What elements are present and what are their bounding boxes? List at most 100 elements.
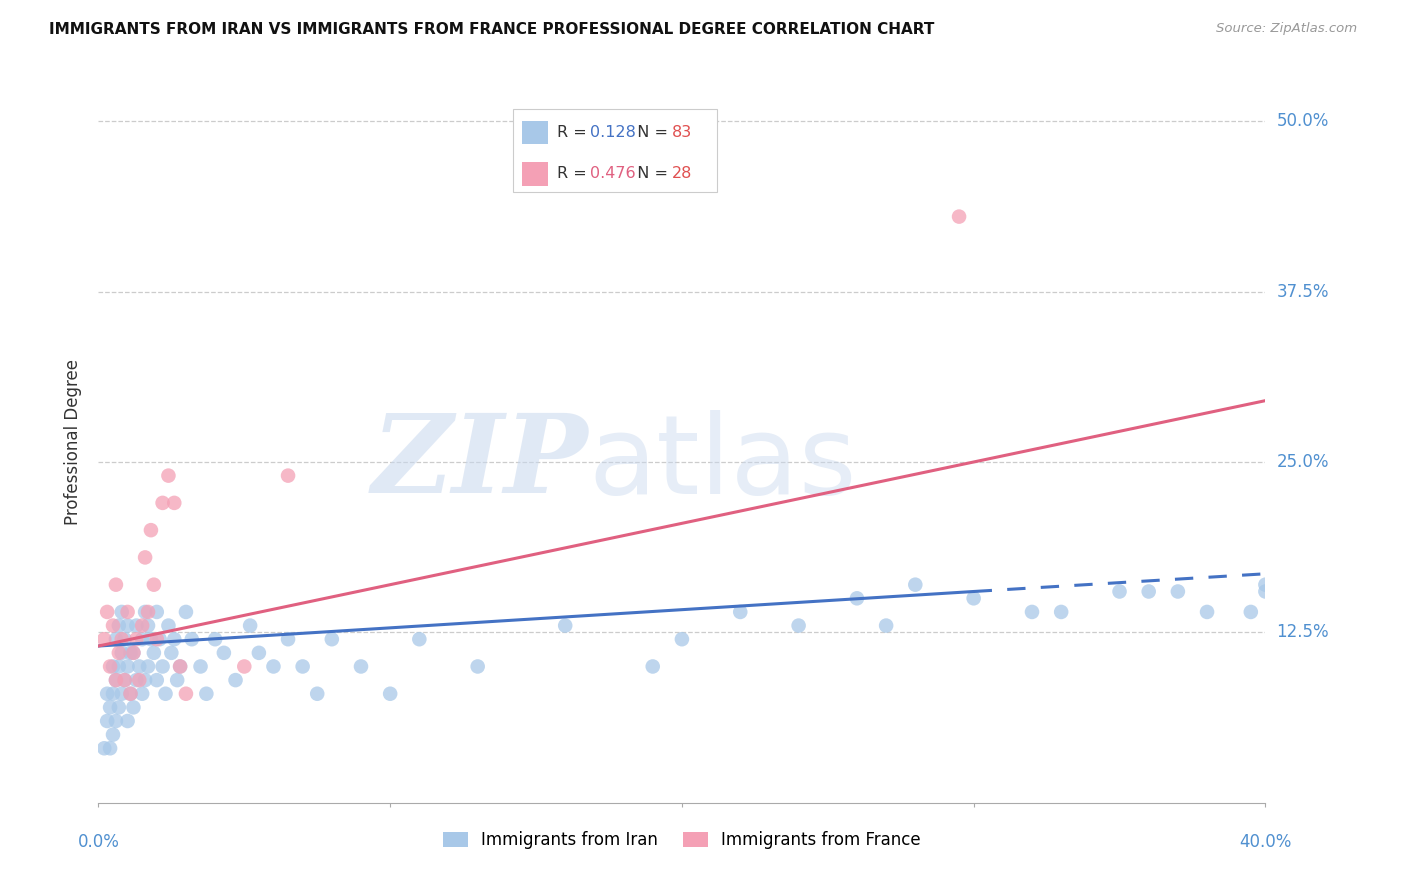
Point bbox=[117, 659, 139, 673]
Point bbox=[122, 700, 145, 714]
Point bbox=[1240, 605, 1263, 619]
Text: 0.476: 0.476 bbox=[589, 167, 636, 181]
Point bbox=[125, 673, 148, 687]
FancyBboxPatch shape bbox=[513, 109, 717, 193]
Text: N =: N = bbox=[627, 125, 673, 140]
Point bbox=[146, 673, 169, 687]
Point bbox=[104, 673, 127, 687]
Point bbox=[131, 618, 153, 632]
Point bbox=[117, 605, 139, 619]
Point bbox=[120, 687, 142, 701]
Point bbox=[117, 714, 139, 728]
Point bbox=[1254, 584, 1277, 599]
Point bbox=[904, 577, 927, 591]
Point bbox=[93, 632, 115, 647]
Point bbox=[104, 577, 127, 591]
Point bbox=[262, 659, 284, 673]
Point bbox=[117, 618, 139, 632]
Point bbox=[101, 618, 124, 632]
Point bbox=[139, 523, 162, 537]
Point bbox=[104, 714, 127, 728]
Point bbox=[277, 468, 299, 483]
Point bbox=[104, 673, 127, 687]
Point bbox=[277, 632, 299, 647]
Point bbox=[142, 646, 165, 660]
Point bbox=[104, 632, 127, 647]
Point bbox=[163, 632, 186, 647]
Text: 83: 83 bbox=[672, 125, 692, 140]
Point bbox=[948, 210, 970, 224]
Point bbox=[962, 591, 984, 606]
Point bbox=[146, 632, 169, 647]
Text: 37.5%: 37.5% bbox=[1277, 283, 1329, 301]
Point bbox=[111, 687, 134, 701]
Point bbox=[554, 618, 576, 632]
Point bbox=[307, 687, 329, 701]
Point bbox=[204, 632, 226, 647]
Point bbox=[1050, 605, 1073, 619]
Point bbox=[846, 591, 869, 606]
Point bbox=[120, 646, 142, 660]
Point bbox=[114, 673, 136, 687]
Point bbox=[98, 700, 121, 714]
Point bbox=[136, 605, 159, 619]
Point bbox=[149, 632, 172, 647]
Point bbox=[166, 673, 188, 687]
Point bbox=[408, 632, 430, 647]
Point bbox=[180, 632, 202, 647]
Point bbox=[152, 496, 174, 510]
Point bbox=[247, 646, 270, 660]
Point bbox=[225, 673, 247, 687]
Point bbox=[1108, 584, 1130, 599]
Point bbox=[98, 659, 121, 673]
Point bbox=[101, 687, 124, 701]
Point bbox=[122, 646, 145, 660]
Text: 0.128: 0.128 bbox=[589, 125, 636, 140]
Point bbox=[114, 673, 136, 687]
Point bbox=[142, 577, 165, 591]
Point bbox=[96, 605, 118, 619]
Point bbox=[291, 659, 314, 673]
Point bbox=[93, 741, 115, 756]
Point bbox=[380, 687, 402, 701]
Point bbox=[1021, 605, 1043, 619]
Point bbox=[108, 618, 131, 632]
Point bbox=[641, 659, 664, 673]
Point bbox=[139, 632, 162, 647]
FancyBboxPatch shape bbox=[522, 121, 548, 144]
Point bbox=[174, 605, 197, 619]
Point bbox=[134, 550, 156, 565]
Point bbox=[108, 659, 131, 673]
Y-axis label: Professional Degree: Professional Degree bbox=[65, 359, 83, 524]
Point bbox=[157, 618, 180, 632]
Point bbox=[131, 632, 153, 647]
Point bbox=[136, 659, 159, 673]
Point bbox=[108, 646, 131, 660]
Point bbox=[190, 659, 212, 673]
Text: R =: R = bbox=[557, 125, 592, 140]
Point bbox=[1254, 577, 1277, 591]
Text: 0.0%: 0.0% bbox=[77, 833, 120, 851]
Point bbox=[111, 605, 134, 619]
Point bbox=[155, 687, 177, 701]
Point bbox=[169, 659, 191, 673]
Point bbox=[114, 632, 136, 647]
Point bbox=[152, 659, 174, 673]
Point bbox=[169, 659, 191, 673]
Text: 25.0%: 25.0% bbox=[1277, 453, 1329, 471]
Point bbox=[195, 687, 218, 701]
Point bbox=[239, 618, 262, 632]
Text: 28: 28 bbox=[672, 167, 692, 181]
Point bbox=[174, 687, 197, 701]
Point bbox=[96, 714, 118, 728]
Point bbox=[128, 659, 150, 673]
Point bbox=[163, 496, 186, 510]
Point bbox=[136, 618, 159, 632]
Legend: Immigrants from Iran, Immigrants from France: Immigrants from Iran, Immigrants from Fr… bbox=[436, 824, 928, 856]
Point bbox=[134, 605, 156, 619]
Point bbox=[101, 659, 124, 673]
Point bbox=[212, 646, 235, 660]
Point bbox=[730, 605, 752, 619]
Point bbox=[233, 659, 256, 673]
Point bbox=[128, 673, 150, 687]
